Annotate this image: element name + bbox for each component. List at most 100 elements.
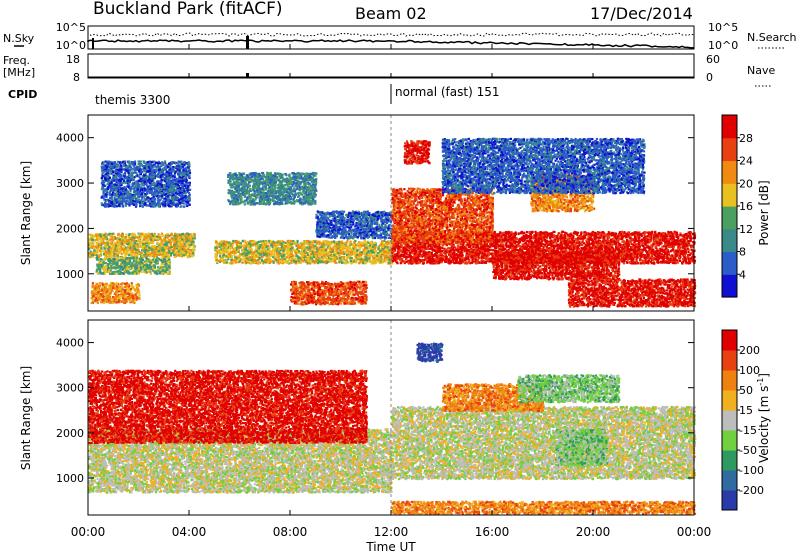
heatmap-cell (148, 247, 150, 249)
heatmap-cell (161, 261, 163, 263)
heatmap-cell (91, 239, 93, 241)
heatmap-cell (146, 264, 148, 266)
cpid-segment-1: normal (fast) 151 (395, 85, 499, 99)
heatmap-cell (181, 246, 183, 248)
heatmap-cell (134, 248, 136, 250)
heatmap-cell (111, 236, 113, 238)
heatmap-cell (113, 273, 115, 275)
heatmap-cell (133, 260, 135, 262)
heatmap-cell (193, 254, 195, 256)
heatmap-cell (105, 267, 107, 269)
heatmap-cell (164, 271, 166, 273)
heatmap-cell (123, 273, 125, 275)
heatmap-cell (164, 246, 166, 248)
heatmap-cell (187, 248, 189, 250)
heatmap-cell (136, 249, 138, 251)
heatmap-cell (105, 262, 107, 264)
heatmap-cell (112, 251, 114, 253)
heatmap-cell (165, 234, 167, 236)
nave-label: Nave (747, 64, 775, 77)
heatmap-cell (170, 243, 172, 245)
heatmap-cell (181, 238, 183, 240)
heatmap-cell (129, 240, 131, 242)
heatmap-cell (162, 234, 164, 236)
heatmap-cell (134, 273, 136, 275)
heatmap-cell (161, 243, 163, 245)
heatmap-cell (161, 249, 163, 251)
heatmap-cell (193, 241, 195, 243)
heatmap-cell (154, 245, 156, 247)
heatmap-cell (157, 270, 159, 272)
heatmap-cell (136, 267, 138, 269)
heatmap-cell (140, 237, 142, 239)
heatmap-cell (132, 238, 134, 240)
heatmap-cell (155, 259, 157, 261)
heatmap-cell (135, 245, 137, 247)
heatmap-cell (143, 239, 145, 241)
heatmap-cell (153, 265, 155, 267)
heatmap-cell (129, 267, 131, 269)
heatmap-cell (120, 246, 122, 248)
date-title: 17/Dec/2014 (590, 4, 693, 23)
heatmap-cell (97, 251, 99, 253)
heatmap-cell (109, 271, 111, 273)
heatmap-cell (110, 257, 112, 259)
heatmap-cell (167, 261, 169, 263)
heatmap-cell (104, 244, 106, 246)
heatmap-cell (131, 273, 133, 275)
heatmap-cell (95, 251, 97, 253)
heatmap-cell (161, 252, 163, 254)
heatmap-cell (96, 264, 98, 266)
heatmap-cell (101, 250, 103, 252)
heatmap-cell (157, 247, 159, 249)
heatmap-cell (144, 252, 146, 254)
heatmap-cell (159, 234, 161, 236)
nave-tick-bottom: 0 (706, 71, 713, 84)
heatmap-cell (143, 271, 145, 273)
heatmap-cell (183, 248, 185, 250)
heatmap-cell (111, 243, 113, 245)
heatmap-cell (103, 234, 105, 236)
heatmap-cell (128, 245, 130, 247)
noise-spike (246, 36, 249, 49)
heatmap-cell (162, 255, 164, 257)
heatmap-cell (158, 258, 160, 260)
heatmap-cell (100, 247, 102, 249)
heatmap-cell (150, 239, 152, 241)
heatmap-cell (138, 234, 140, 236)
heatmap-cell (181, 250, 183, 252)
heatmap-cell (117, 237, 119, 239)
heatmap-cell (157, 238, 159, 240)
heatmap-cell (130, 251, 132, 253)
heatmap-cell (132, 233, 134, 235)
heatmap-cell (107, 242, 109, 244)
heatmap-cell (165, 263, 167, 265)
heatmap-cell (102, 268, 104, 270)
heatmap-cell (117, 261, 119, 263)
heatmap-cell (125, 264, 127, 266)
heatmap-cell (164, 238, 166, 240)
heatmap-cell (194, 237, 196, 239)
heatmap-cell (99, 268, 101, 270)
heatmap-cell (95, 235, 97, 237)
heatmap-cell (102, 272, 104, 274)
cpid-label: CPID (8, 88, 37, 101)
heatmap-cell (112, 261, 114, 263)
heatmap-cell (178, 244, 180, 246)
heatmap-cell (152, 235, 154, 237)
heatmap-cell (105, 270, 107, 272)
heatmap-cell (98, 261, 100, 263)
heatmap-cell (145, 233, 147, 235)
heatmap-cell (152, 259, 154, 261)
freq-tick-bottom: 8 (73, 71, 80, 84)
heatmap-cell (160, 245, 162, 247)
heatmap-cell (142, 247, 144, 249)
noise-tick-right-top: 10^5 (708, 21, 738, 34)
heatmap-cell (158, 250, 160, 252)
heatmap-cell (129, 259, 131, 261)
heatmap-cell (192, 235, 194, 237)
heatmap-cell (145, 262, 147, 264)
heatmap-cell (148, 233, 150, 235)
heatmap-cell (151, 249, 153, 251)
heatmap-cell (104, 258, 106, 260)
